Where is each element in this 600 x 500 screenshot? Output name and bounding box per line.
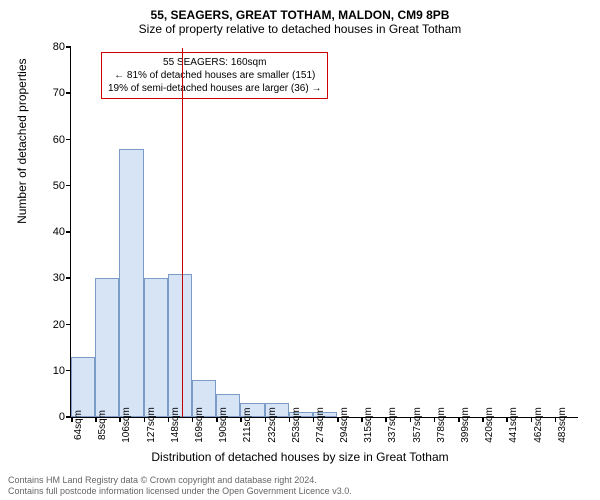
- y-tick-mark: [66, 231, 71, 233]
- annotation-box: 55 SEAGERS: 160sqm ← 81% of detached hou…: [101, 52, 328, 99]
- annotation-line-3: 19% of semi-detached houses are larger (…: [108, 82, 321, 95]
- x-tick-mark: [385, 417, 387, 422]
- x-tick-label: 106sqm: [121, 407, 132, 443]
- histogram-bar: [95, 278, 119, 417]
- x-tick-label: 420sqm: [484, 407, 495, 443]
- x-tick-mark: [361, 417, 363, 422]
- x-tick-label: 378sqm: [436, 407, 447, 443]
- footer-line-1: Contains HM Land Registry data © Crown c…: [8, 475, 352, 487]
- histogram-bar: [71, 357, 95, 417]
- x-tick-label: 399sqm: [460, 407, 471, 443]
- x-tick-mark: [240, 417, 242, 422]
- x-tick-mark: [458, 417, 460, 422]
- x-tick-label: 169sqm: [194, 407, 205, 443]
- y-tick-mark: [66, 370, 71, 372]
- y-axis-label: Number of detached properties: [15, 58, 29, 223]
- y-tick-mark: [66, 139, 71, 141]
- x-tick-mark: [506, 417, 508, 422]
- annotation-line-1: 55 SEAGERS: 160sqm: [108, 56, 321, 69]
- x-tick-label: 85sqm: [97, 410, 108, 440]
- histogram-bar: [119, 149, 143, 417]
- x-tick-label: 357sqm: [412, 407, 423, 443]
- x-tick-mark: [482, 417, 484, 422]
- plot-area: 55 SEAGERS: 160sqm ← 81% of detached hou…: [70, 48, 578, 418]
- x-tick-label: 232sqm: [267, 407, 278, 443]
- chart-title-2: Size of property relative to detached ho…: [8, 22, 592, 36]
- y-tick-mark: [66, 277, 71, 279]
- x-tick-mark: [555, 417, 557, 422]
- x-tick-mark: [434, 417, 436, 422]
- x-tick-mark: [337, 417, 339, 422]
- x-axis-label: Distribution of detached houses by size …: [8, 450, 592, 464]
- x-tick-mark: [265, 417, 267, 422]
- x-tick-mark: [95, 417, 97, 422]
- x-tick-mark: [216, 417, 218, 422]
- x-tick-mark: [531, 417, 533, 422]
- chart-container: 55, SEAGERS, GREAT TOTHAM, MALDON, CM9 8…: [8, 8, 592, 492]
- y-tick-mark: [66, 92, 71, 94]
- x-tick-label: 211sqm: [242, 408, 253, 443]
- x-tick-label: 127sqm: [146, 407, 157, 443]
- x-tick-label: 315sqm: [363, 407, 374, 443]
- x-tick-mark: [192, 417, 194, 422]
- footer-line-2: Contains full postcode information licen…: [8, 486, 352, 498]
- x-tick-label: 148sqm: [170, 407, 181, 443]
- x-tick-label: 253sqm: [291, 407, 302, 443]
- histogram-bar: [168, 274, 192, 417]
- x-tick-label: 462sqm: [533, 407, 544, 443]
- x-tick-label: 337sqm: [387, 407, 398, 443]
- x-tick-label: 483sqm: [557, 407, 568, 443]
- x-tick-label: 294sqm: [339, 407, 350, 443]
- y-tick-mark: [66, 324, 71, 326]
- footer: Contains HM Land Registry data © Crown c…: [8, 475, 352, 498]
- x-tick-label: 441sqm: [508, 407, 519, 443]
- y-tick-mark: [66, 185, 71, 187]
- reference-line: [182, 48, 183, 417]
- annotation-line-2: ← 81% of detached houses are smaller (15…: [108, 69, 321, 82]
- x-tick-mark: [71, 417, 73, 422]
- x-tick-label: 64sqm: [73, 410, 84, 440]
- x-tick-mark: [410, 417, 412, 422]
- x-tick-mark: [289, 417, 291, 422]
- y-tick-mark: [66, 46, 71, 48]
- chart-title-1: 55, SEAGERS, GREAT TOTHAM, MALDON, CM9 8…: [8, 8, 592, 22]
- x-tick-label: 274sqm: [315, 407, 326, 443]
- x-tick-mark: [313, 417, 315, 422]
- histogram-bar: [144, 278, 168, 417]
- x-tick-mark: [168, 417, 170, 422]
- x-tick-label: 190sqm: [218, 407, 229, 443]
- x-tick-mark: [144, 417, 146, 422]
- x-tick-mark: [119, 417, 121, 422]
